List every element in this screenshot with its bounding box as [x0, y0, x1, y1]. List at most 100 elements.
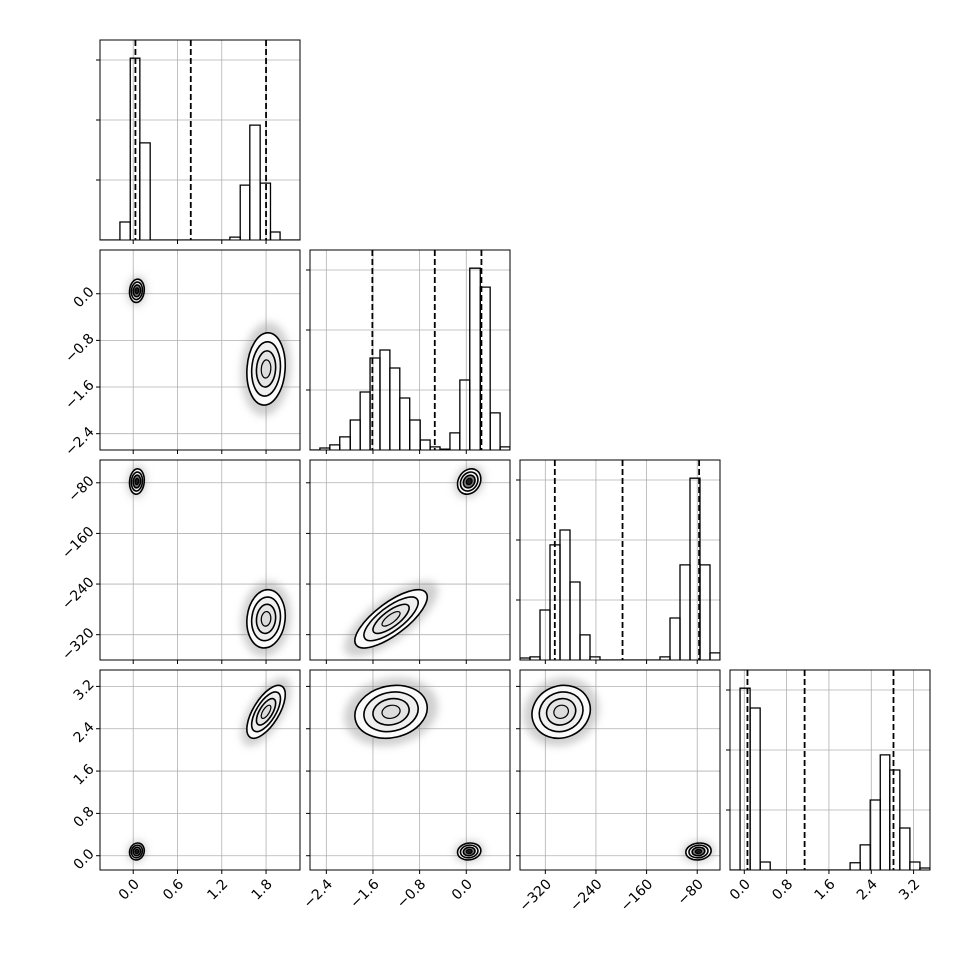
x-tick-label: 0.0	[116, 876, 143, 903]
axes-frame	[309, 249, 511, 451]
contour	[465, 848, 473, 855]
plot-area	[520, 460, 720, 660]
panel: −320 −240 −160 −80	[59, 459, 301, 664]
x-tick-label: 0.6	[160, 876, 187, 903]
contour	[260, 610, 272, 627]
histogram-bar	[919, 867, 930, 870]
contour	[134, 477, 140, 486]
x-tick-label: 0.0	[449, 876, 476, 903]
contour	[381, 610, 401, 627]
histogram-bar	[419, 439, 431, 450]
panel: 0.0 0.8 1.6 2.4 3.2	[726, 669, 931, 903]
axes-frame	[99, 39, 301, 241]
histogram-bar	[699, 564, 711, 660]
y-tick-label: 0.0	[71, 284, 98, 311]
axes-frame	[99, 459, 301, 661]
contour	[134, 287, 140, 295]
y-tick-label: −0.8	[62, 331, 97, 366]
x-tick-label: 2.4	[854, 876, 881, 903]
histogram-bar	[339, 436, 351, 450]
x-tick-label: −1.6	[347, 876, 382, 911]
contour	[553, 704, 570, 720]
panel	[306, 459, 511, 664]
histogram-bar	[759, 861, 771, 870]
histogram-bar	[399, 397, 411, 450]
axes-frame	[519, 669, 721, 871]
histogram-bar	[389, 367, 401, 450]
x-tick-label: −240	[567, 876, 606, 915]
histogram-bar	[889, 769, 901, 870]
histogram-bar	[489, 412, 501, 450]
panel: −320 −240 −160 −80	[516, 669, 721, 915]
panel: 0.0 0.6 1.2 1.8 0.0 0.8 1.6 2.4 3.2	[71, 669, 301, 903]
contour	[381, 704, 401, 720]
x-tick-label: 1.8	[249, 876, 276, 903]
histogram-bar	[119, 221, 131, 240]
histogram-bar	[449, 432, 461, 450]
plot-area	[310, 250, 510, 450]
histogram-bar	[899, 827, 911, 870]
y-tick-label: 1.6	[71, 761, 98, 788]
histogram-bar	[589, 656, 601, 660]
x-tick-label: 0.8	[769, 876, 796, 903]
x-tick-label: 1.6	[812, 876, 839, 903]
histogram-bar	[849, 862, 861, 870]
y-tick-label: 0.0	[71, 846, 98, 873]
x-tick-label: −160	[618, 876, 657, 915]
histogram-bar	[879, 754, 891, 870]
y-tick-label: −240	[59, 574, 98, 613]
histogram-bar	[249, 124, 261, 240]
x-tick-label: −2.4	[301, 876, 336, 911]
y-tick-label: −1.6	[62, 377, 97, 412]
panel: −2.4 −1.6 −0.8 0.0	[62, 249, 301, 459]
contour	[260, 704, 272, 720]
x-tick-label: 3.2	[896, 876, 923, 903]
x-tick-label: −80	[675, 876, 707, 908]
panel	[516, 459, 721, 664]
histogram-bar	[469, 267, 481, 450]
histogram-bar	[359, 391, 371, 450]
plot-area	[520, 670, 720, 870]
axes-frame	[99, 249, 301, 451]
histogram-bar	[709, 652, 720, 660]
histogram-bar	[669, 617, 681, 660]
contour	[134, 848, 140, 855]
histogram-bar	[269, 231, 281, 240]
axes-frame	[729, 669, 931, 871]
axes-frame	[99, 669, 301, 871]
y-tick-label: −160	[59, 524, 98, 563]
histogram-bar	[479, 286, 491, 450]
y-tick-label: −2.4	[62, 424, 97, 459]
histogram-bar	[259, 182, 272, 240]
histogram-bar	[349, 419, 361, 450]
axes-frame	[519, 459, 721, 661]
y-tick-label: 3.2	[71, 677, 98, 704]
histogram-bar	[499, 446, 510, 450]
axes-frame	[309, 459, 511, 661]
plot-area	[100, 40, 300, 240]
histogram-bar	[239, 184, 251, 240]
y-tick-label: 0.8	[71, 804, 98, 831]
histogram-bar	[749, 707, 761, 870]
contour	[260, 359, 272, 379]
plot-area	[730, 670, 930, 870]
axes-frame	[309, 669, 511, 871]
histogram-bar	[579, 634, 591, 660]
histogram-bar	[859, 844, 871, 870]
x-tick-label: 1.2	[204, 876, 231, 903]
histogram-bar	[329, 444, 341, 450]
panel	[306, 249, 511, 454]
histogram-bar	[679, 564, 691, 660]
plot-area	[100, 250, 300, 450]
histogram-bar	[459, 379, 471, 450]
histogram-bar	[739, 687, 751, 870]
contour	[694, 848, 703, 855]
panel	[96, 39, 301, 244]
histogram-bar	[569, 581, 581, 660]
histogram-bar	[379, 349, 391, 450]
y-tick-label: 2.4	[71, 719, 98, 746]
contour	[465, 477, 473, 486]
histogram-bar	[559, 529, 571, 660]
